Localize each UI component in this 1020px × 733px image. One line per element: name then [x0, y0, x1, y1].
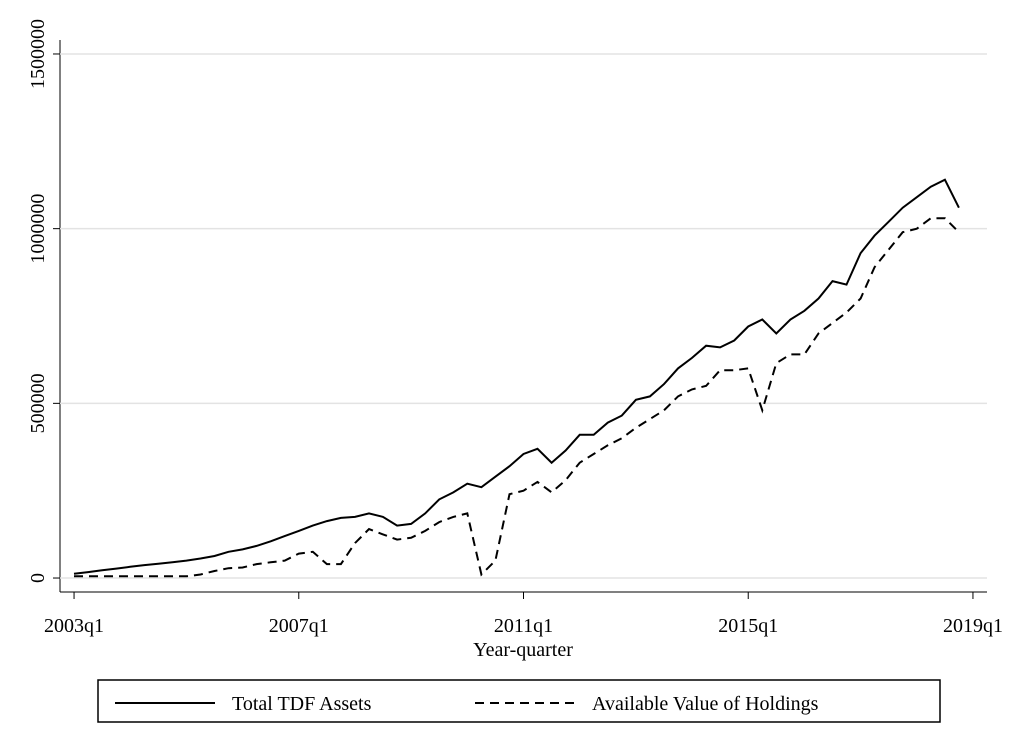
series-line	[73, 178, 960, 575]
x-axis-label: Year-quarter	[473, 639, 573, 661]
legend-label: Total TDF Assets	[232, 693, 372, 715]
x-tick-label: 2015q1	[718, 615, 778, 637]
legend-label: Available Value of Holdings	[592, 693, 819, 715]
x-tick-label: 2011q1	[494, 615, 553, 637]
x-tick-label: 2019q1	[943, 615, 1003, 637]
y-tick-label: 0	[27, 573, 49, 583]
x-tick-label: 2003q1	[44, 615, 104, 637]
y-tick-label: 1500000	[27, 19, 49, 89]
x-tick-label: 2007q1	[269, 615, 329, 637]
legend-box	[97, 679, 941, 723]
y-tick-label: 500000	[27, 373, 49, 433]
y-tick-label: 1000000	[27, 194, 49, 264]
